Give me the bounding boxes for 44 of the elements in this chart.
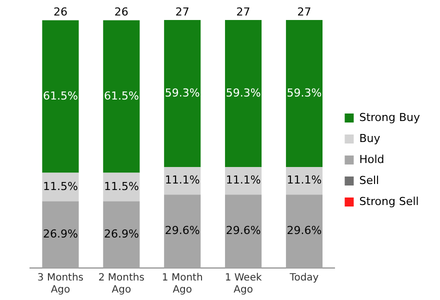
- legend-label: Buy: [359, 132, 381, 145]
- data-label: 29.6%: [226, 224, 261, 238]
- data-label: 11.1%: [226, 174, 261, 187]
- data-label: 11.5%: [42, 180, 78, 193]
- data-label: 59.3%: [164, 86, 200, 100]
- text: 27: [297, 5, 312, 18]
- x-tick-label: 2 Months Ago: [98, 272, 144, 296]
- legend-label: Sell: [359, 174, 380, 187]
- text: 26: [114, 6, 128, 19]
- bar: [42, 172, 79, 202]
- x-tick-label: Today: [288, 272, 319, 284]
- text: 27: [175, 5, 190, 18]
- data-label: 26.9%: [104, 228, 139, 241]
- legend-label: Strong Sell: [359, 194, 419, 208]
- legend-label: Strong Buy: [359, 110, 420, 124]
- bar: [286, 20, 323, 168]
- bar: [42, 201, 79, 268]
- legend-label: Hold: [359, 152, 384, 166]
- text: 27: [236, 5, 250, 18]
- data-label: 29.6%: [286, 224, 322, 238]
- bar: [103, 201, 140, 268]
- bar: [103, 20, 140, 173]
- x-tick-label: 1 Month Ago: [162, 272, 203, 296]
- x-tick-label: 1 Week Ago: [224, 272, 262, 296]
- bar: [164, 20, 201, 168]
- text: 26: [53, 6, 68, 19]
- bar: [286, 194, 323, 268]
- data-label: 59.3%: [226, 86, 261, 100]
- bar: [164, 167, 201, 195]
- bar: [225, 20, 262, 168]
- data-label: 11.1%: [164, 174, 200, 187]
- bar: [164, 194, 201, 268]
- data-label: 26.9%: [42, 228, 78, 241]
- x-tick-label: 3 Months Ago: [37, 272, 84, 296]
- data-label: 11.1%: [286, 174, 322, 187]
- bar: [225, 167, 262, 195]
- data-label: 59.3%: [286, 86, 322, 100]
- bar: [286, 167, 323, 195]
- data-label: 29.6%: [164, 224, 200, 238]
- data-label: 61.5%: [42, 89, 78, 102]
- data-label: 61.5%: [104, 89, 139, 102]
- bar: [42, 20, 79, 173]
- bar: [225, 194, 262, 268]
- data-label: 11.5%: [104, 180, 139, 193]
